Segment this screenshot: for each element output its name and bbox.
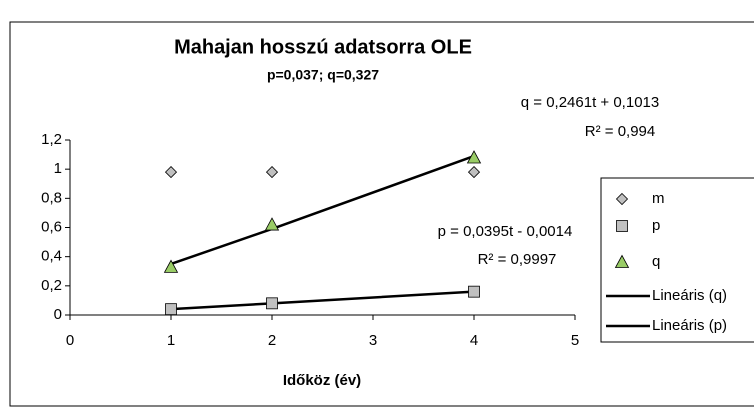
point-square [165,303,177,316]
y-tick-label: 0,6 [41,218,62,235]
chart-subtitle: p=0,037; q=0,327 [267,67,379,83]
legend-label: p [652,217,660,234]
point-triangle [614,254,630,268]
y-tick-label: 1,2 [41,131,62,148]
x-tick-label: 3 [369,332,377,349]
x-axis-label: Időköz (év) [283,372,361,389]
point-triangle [264,217,280,231]
legend-label: q [652,253,660,270]
point-triangle [163,259,179,273]
y-tick-label: 1 [54,160,62,177]
legend-label: Lineáris (q) [652,287,727,304]
point-triangle [466,150,482,164]
point-square [616,220,628,232]
point-diamond [467,166,481,179]
chart-title: Mahajan hosszú adatsorra OLE [174,36,472,58]
y-tick-label: 0,4 [41,248,62,265]
y-tick-label: 0,2 [41,277,62,294]
point-diamond [265,166,279,179]
annotation: q = 0,2461t + 0,1013 [521,94,659,111]
point-diamond [615,192,629,206]
y-tick-label: 0 [54,306,62,323]
x-tick-label: 1 [167,332,175,349]
x-tick-label: 5 [571,332,579,349]
annotation: p = 0,0395t - 0,0014 [438,223,573,240]
x-tick-label: 0 [66,332,74,349]
x-tick-label: 2 [268,332,276,349]
annotation: R² = 0,9997 [478,251,557,268]
y-tick-label: 0,8 [41,189,62,206]
legend-label: Lineáris (p) [652,317,727,334]
legend-label: m [652,190,665,207]
point-diamond [164,166,178,179]
x-tick-label: 4 [470,332,478,349]
point-square [266,297,278,310]
legend-box [600,177,754,343]
point-square [468,285,480,298]
annotation: R² = 0,994 [585,123,655,140]
